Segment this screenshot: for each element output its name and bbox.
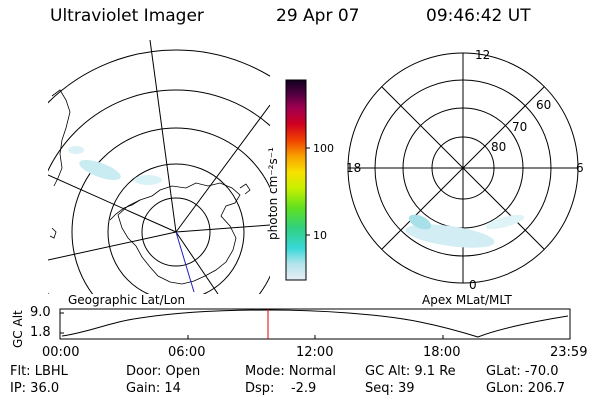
antarctica-coastline (117, 182, 241, 285)
footprint-track (175, 231, 195, 293)
altitude-ylabel: GC Alt (11, 310, 25, 348)
colorbar-tick-10: 10 (313, 229, 327, 242)
status-mode: Mode: Normal (245, 364, 336, 379)
aurora-patch (68, 146, 84, 154)
meridian (48, 174, 177, 233)
aurora-oval (408, 214, 432, 230)
status-gain: Gain: 14 (126, 381, 181, 396)
meridian (149, 40, 177, 233)
aurora-oval (485, 214, 525, 230)
meridian (175, 104, 270, 233)
coastline-fragment (49, 227, 57, 239)
mlat-label-70: 70 (512, 120, 527, 134)
coastline-fragment (239, 183, 251, 195)
date-label: 29 Apr 07 (276, 6, 360, 26)
coastline-fragment (51, 89, 71, 187)
lat-circle (141, 197, 211, 267)
altitude-ytick-top: 9.0 (30, 305, 51, 320)
lat-circle (48, 89, 270, 294)
status-seq: Seq: 39 (365, 381, 415, 396)
status-ip: IP: 36.0 (10, 381, 60, 396)
xtick-2359: 23:59 (550, 345, 588, 360)
colorbar-unit-label: photon cm⁻²s⁻¹ (266, 147, 280, 240)
mlat-label-60: 60 (536, 98, 551, 112)
status-gc-alt: GC Alt: 9.1 Re (365, 364, 456, 379)
lat-circle (107, 163, 245, 294)
aurora-patch (79, 160, 121, 180)
status-glon: GLon: 206.7 (486, 381, 566, 396)
aurora-oval (405, 224, 495, 248)
lat-circle (48, 49, 270, 104)
mlt-label-18: 18 (346, 161, 361, 175)
meridian (48, 231, 177, 261)
mlat-label-80: 80 (491, 140, 506, 154)
meridian (175, 224, 270, 233)
apex-label: Apex MLat/MLT (422, 293, 512, 307)
mlt-label-0: 0 (469, 278, 477, 292)
altitude-ytick-bottom: 1.8 (30, 325, 51, 340)
altitude-plot-frame (59, 308, 571, 340)
lat-circle (71, 127, 270, 294)
xtick-1200: 12:00 (296, 345, 334, 360)
instrument-title: Ultraviolet Imager (50, 6, 204, 26)
time-label: 09:46:42 UT (426, 6, 531, 26)
geographic-label: Geographic Lat/Lon (68, 293, 186, 307)
status-door: Door: Open (126, 364, 201, 379)
mlt-line (380, 85, 546, 251)
xtick-0000: 00:00 (42, 345, 80, 360)
status-filter: Flt: LBHL (10, 364, 68, 379)
colorbar (285, 79, 307, 281)
aurora-patch (134, 175, 162, 185)
status-glat: GLat: -70.0 (486, 364, 559, 379)
mlt-label-12: 12 (475, 48, 490, 62)
mlt-label-6: 6 (576, 161, 584, 175)
xtick-0600: 06:00 (168, 345, 206, 360)
altitude-curve (61, 309, 569, 338)
colorbar-tick-100: 100 (313, 142, 334, 155)
peninsula-coastline (109, 199, 141, 221)
xtick-1800: 18:00 (423, 345, 461, 360)
meridian (175, 231, 219, 294)
status-dsp: Dsp: -2.9 (245, 381, 317, 396)
